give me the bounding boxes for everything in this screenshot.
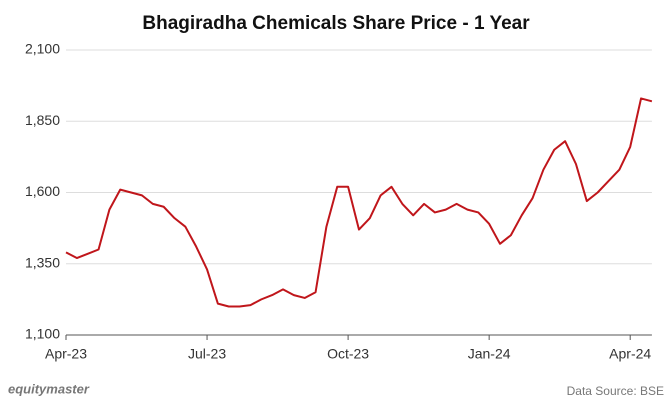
- y-tick-label: 1,850: [25, 112, 60, 128]
- x-tick-label: Oct-23: [327, 346, 369, 362]
- brand: equitymaster: [8, 381, 90, 396]
- source: Data Source: BSE: [567, 384, 664, 398]
- x-tick-label: Apr-23: [45, 346, 87, 362]
- y-tick-label: 1,100: [25, 326, 60, 342]
- x-tick-label: Jul-23: [188, 346, 226, 362]
- price-line: [65, 97, 653, 308]
- y-tick-label: 1,600: [25, 183, 60, 199]
- y-tick-label: 2,100: [25, 41, 60, 57]
- chart-title: Bhagiradha Chemicals Share Price - 1 Yea…: [142, 13, 530, 34]
- x-tick-label: Apr-24: [609, 346, 651, 362]
- x-tick-label: Jan-24: [468, 346, 511, 362]
- y-tick-label: 1,350: [25, 254, 60, 270]
